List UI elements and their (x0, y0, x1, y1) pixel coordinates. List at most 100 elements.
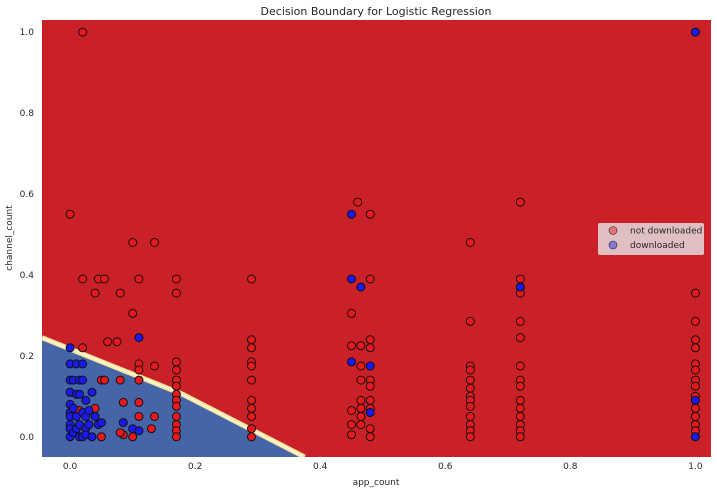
point-not-downloaded-85 (465, 383, 475, 393)
point-not-downloaded-96 (515, 316, 525, 326)
point-not-downloaded-23 (171, 381, 181, 391)
y-tick-label-3: 0.6 (20, 190, 35, 200)
point-not-downloaded-1 (65, 209, 75, 219)
point-not-downloaded-63 (365, 335, 375, 345)
point-downloaded-40 (84, 406, 94, 415)
point-not-downloaded-114 (690, 381, 700, 391)
legend-label-not-downloaded: not downloaded (630, 227, 702, 237)
legend-label-downloaded: downloaded (630, 241, 685, 251)
point-not-downloaded-30 (171, 432, 181, 442)
point-not-downloaded-15 (112, 337, 122, 347)
point-downloaded-36 (81, 395, 91, 405)
point-not-downloaded-32 (115, 375, 125, 385)
point-not-downloaded-69 (356, 395, 366, 405)
point-not-downloaded-3 (150, 238, 159, 247)
legend-marker-not-downloaded (608, 226, 618, 235)
point-not-downloaded-37 (150, 412, 159, 421)
x-tick-label-2: 0.4 (313, 462, 328, 472)
point-not-downloaded-98 (515, 361, 525, 371)
point-not-downloaded-10 (90, 288, 100, 298)
point-not-downloaded-76 (365, 424, 375, 434)
point-downloaded-3 (356, 282, 366, 292)
point-not-downloaded-11 (115, 288, 125, 298)
point-not-downloaded-21 (171, 365, 181, 375)
point-not-downloaded-53 (247, 403, 256, 413)
x-axis: 0.0 0.2 0.4 0.6 0.8 1.0 (63, 462, 703, 472)
point-downloaded-10 (690, 432, 700, 442)
point-not-downloaded-36 (118, 397, 128, 407)
point-downloaded-48 (134, 426, 144, 436)
point-not-downloaded-43 (96, 432, 106, 442)
point-downloaded-1 (347, 209, 356, 219)
point-not-downloaded-19 (150, 361, 159, 371)
point-not-downloaded-112 (690, 365, 700, 375)
x-tick-label-4: 0.8 (563, 462, 578, 472)
point-not-downloaded-110 (690, 343, 700, 353)
point-downloaded-7 (365, 361, 375, 371)
point-downloaded-22 (68, 403, 78, 413)
scatter-points (65, 27, 700, 442)
point-downloaded-11 (65, 343, 75, 353)
point-not-downloaded-93 (515, 197, 525, 207)
point-not-downloaded-58 (365, 209, 375, 219)
point-downloaded-42 (87, 387, 97, 397)
point-downloaded-26 (71, 412, 81, 421)
point-downloaded-32 (78, 359, 88, 369)
chart-title: Decision Boundary for Logistic Regressio… (261, 5, 492, 18)
point-not-downloaded-54 (247, 412, 256, 421)
point-not-downloaded-41 (115, 428, 125, 438)
point-not-downloaded-48 (247, 343, 256, 353)
point-not-downloaded-78 (347, 430, 356, 440)
point-not-downloaded-38 (134, 412, 144, 421)
point-not-downloaded-79 (365, 432, 375, 442)
point-downloaded-29 (75, 389, 84, 399)
point-downloaded-41 (84, 420, 94, 430)
point-downloaded-46 (96, 418, 106, 428)
point-not-downloaded-26 (171, 401, 181, 411)
point-not-downloaded-55 (247, 424, 256, 434)
point-not-downloaded-50 (247, 361, 256, 371)
point-not-downloaded-47 (247, 335, 256, 345)
point-not-downloaded-89 (465, 412, 475, 421)
point-not-downloaded-13 (128, 308, 138, 318)
point-downloaded-49 (118, 418, 128, 428)
y-axis: 0.0 0.2 0.4 0.6 0.8 1.0 (20, 28, 35, 443)
y-tick-label-2: 0.4 (20, 271, 35, 281)
point-not-downloaded-81 (465, 316, 475, 326)
point-not-downloaded-108 (690, 316, 700, 326)
x-tick-label-3: 0.6 (438, 462, 453, 472)
point-not-downloaded-61 (347, 341, 356, 351)
x-tick-label-1: 0.2 (188, 462, 202, 472)
point-not-downloaded-107 (690, 288, 700, 298)
point-not-downloaded-73 (347, 406, 356, 415)
y-tick-label-4: 0.8 (20, 109, 35, 119)
point-not-downloaded-52 (247, 395, 256, 405)
point-downloaded-5 (134, 333, 144, 343)
point-not-downloaded-117 (690, 403, 700, 413)
point-not-downloaded-74 (356, 412, 366, 421)
point-not-downloaded-84 (465, 375, 475, 385)
point-not-downloaded-75 (356, 420, 366, 430)
x-tick-label-5: 1.0 (688, 462, 703, 472)
legend-marker-downloaded (608, 240, 618, 250)
point-downloaded-2 (347, 274, 356, 284)
point-not-downloaded-9 (247, 274, 256, 284)
point-not-downloaded-83 (465, 365, 475, 375)
point-not-downloaded-65 (356, 361, 366, 371)
point-not-downloaded-31 (134, 375, 144, 385)
point-not-downloaded-18 (134, 365, 144, 375)
point-not-downloaded-42 (128, 432, 138, 442)
point-downloaded-44 (90, 412, 100, 421)
point-not-downloaded-68 (365, 381, 375, 391)
point-not-downloaded-67 (356, 375, 366, 385)
point-not-downloaded-77 (347, 420, 356, 430)
point-not-downloaded-0 (78, 27, 88, 37)
decision-boundary-core (42, 336, 305, 457)
point-not-downloaded-92 (465, 432, 475, 442)
x-tick-label-0: 0.0 (63, 462, 78, 472)
y-tick-label-5: 1.0 (20, 28, 35, 38)
point-not-downloaded-2 (128, 238, 138, 247)
legend-box (598, 223, 704, 255)
point-not-downloaded-14 (103, 337, 113, 347)
